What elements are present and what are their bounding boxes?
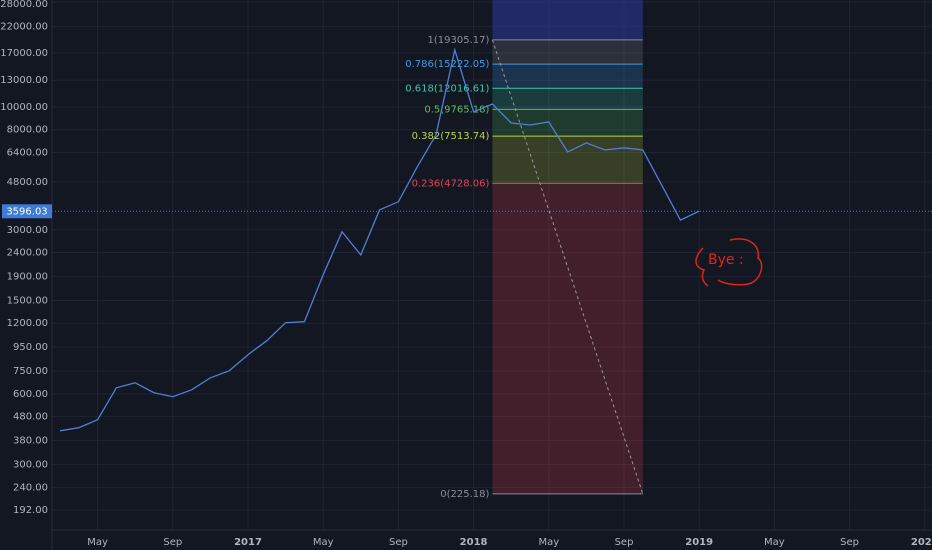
y-tick-label: 4800.00 [7,177,48,188]
y-tick-label: 750.00 [13,366,48,377]
y-tick-label: 380.00 [13,435,48,446]
x-tick-label: Sep [840,537,859,548]
y-tick-label: 8000.00 [7,125,48,136]
y-tick-label: 1900.00 [7,271,48,282]
plot [52,47,932,432]
x-tick-label: May [764,537,785,548]
price-line [59,47,700,432]
fib-label: 0.618(12016.61) [405,83,489,94]
x-tick-label: May [538,537,559,548]
x-tick-label: Sep [615,537,634,548]
y-tick-label: 480.00 [13,412,48,423]
y-tick-label: 10000.00 [0,102,48,113]
fib-trend-line [491,39,644,495]
fib-zone [492,136,643,184]
x-tick-label: May [87,537,108,548]
y-tick-label: 300.00 [13,460,48,471]
fib-zone [492,39,643,65]
fib-label: 0.236(4728.06) [412,178,490,189]
y-tick-label: 3000.00 [7,225,48,236]
y-tick-label: 1200.00 [7,318,48,329]
y-tick-label: 950.00 [13,342,48,353]
y-tick-label: 17000.00 [0,48,48,59]
fib-label: 0.786(15222.05) [405,59,489,70]
fib-zone [492,88,643,110]
x-tick-label: 2018 [460,537,488,548]
scribble [717,238,763,286]
fib-label: 0(225.18) [440,489,489,500]
x-tick-label: Sep [163,537,182,548]
fib-label: 1(19305.17) [428,35,490,46]
x-tick-label: 2017 [234,537,262,548]
y-tick-label: 2400.00 [7,248,48,259]
annotation: Bye : [695,238,763,287]
y-tick-label: 6400.00 [7,148,48,159]
y-tick-label: 192.00 [13,505,48,516]
x-tick-label: 2020 [911,537,932,548]
y-tick-label: 1500.00 [7,295,48,306]
y-tick-label: 22000.00 [0,22,48,33]
y-tick-label: 600.00 [13,389,48,400]
last-price-box [2,204,52,219]
x-tick-label: 2019 [685,537,713,548]
y-tick-label: 13000.00 [0,75,48,86]
fib-zone [492,183,643,494]
y-tick-label: 240.00 [13,482,48,493]
annotation-text: Bye : [708,252,744,268]
fib-zone [492,64,643,89]
x-tick-label: Sep [389,537,408,548]
fib-extension-zone [492,0,643,40]
x-tick-label: May [313,537,334,548]
last-price-label: 3596.03 [6,206,47,217]
fib-zone [492,109,643,137]
grid [52,0,932,530]
scribble [695,247,709,287]
fib-label: 0.5(9765.18) [424,104,489,115]
fib-label: 0.382(7513.74) [412,131,490,142]
y-tick-label: 28000.00 [0,0,48,10]
fibonacci: 1(19305.17) 0.786(15222.05) 0.618(12016.61… [405,0,644,500]
